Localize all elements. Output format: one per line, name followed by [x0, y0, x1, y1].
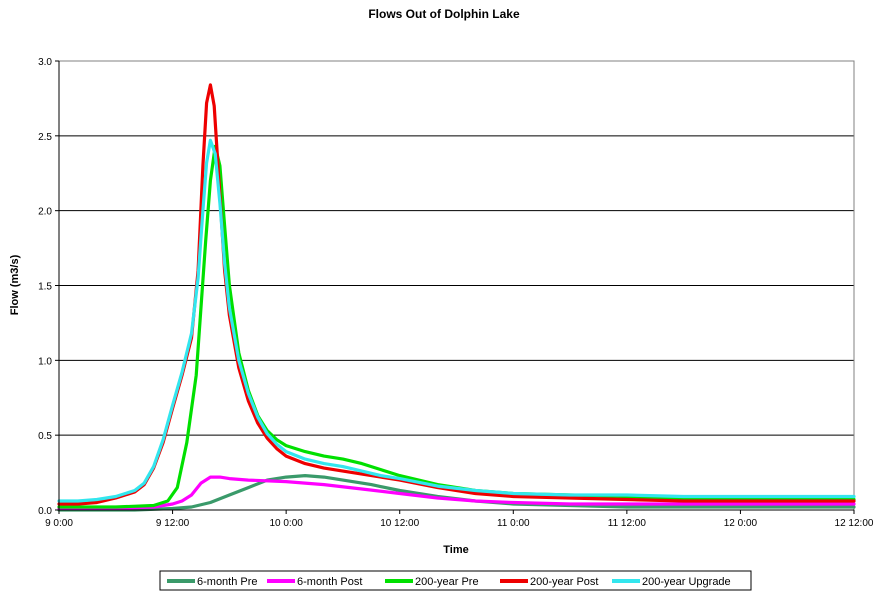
y-tick-label: 2.5	[38, 132, 52, 143]
gridlines	[59, 135, 854, 436]
x-tick-label: 9 12:00	[156, 518, 190, 529]
y-tick-label: 0.5	[38, 431, 52, 442]
y-axis-title: Flow (m3/s)	[9, 254, 21, 315]
y-tick-label: 1.0	[38, 356, 52, 367]
x-tick-label: 11 0:00	[497, 518, 530, 529]
y-tick-label: 0.0	[38, 506, 52, 517]
legend-label: 200-year Post	[530, 576, 598, 588]
x-axis-ticks: 9 0:00 9 12:00 10 0:00 10 12:00 11 0:00 11 12…	[45, 510, 874, 529]
y-tick-label: 2.0	[38, 207, 52, 218]
x-tick-label: 10 12:00	[380, 518, 419, 529]
x-tick-label: 12 12:00	[835, 518, 874, 529]
series-line-0	[57, 474, 856, 512]
series-line-3	[57, 83, 856, 506]
chart-title: Flows Out of Dolphin Lake	[368, 7, 520, 21]
series-line-2	[57, 144, 856, 509]
legend-label: 200-year Upgrade	[642, 576, 731, 588]
legend-label: 6-month Post	[297, 576, 362, 588]
x-axis-title: Time	[443, 544, 468, 556]
series-lines	[57, 83, 856, 512]
y-tick-label: 1.5	[38, 282, 52, 293]
legend-box	[159, 570, 752, 591]
legend-label: 200-year Pre	[415, 576, 479, 588]
x-tick-label: 12 0:00	[724, 518, 758, 529]
y-axis-ticks: 0.0 0.5 1.0 1.5 2.0 2.5 3.0	[38, 57, 59, 517]
x-tick-label: 10 0:00	[269, 518, 303, 529]
x-tick-label: 11 12:00	[608, 518, 647, 529]
series-line-4	[57, 138, 856, 503]
series-line-1	[57, 475, 856, 511]
y-tick-label: 3.0	[38, 57, 52, 68]
legend: 6-month Pre 6-month Post 200-year Pre 200-y…	[167, 576, 731, 588]
legend-label: 6-month Pre	[197, 576, 258, 588]
x-tick-label: 9 0:00	[45, 518, 73, 529]
